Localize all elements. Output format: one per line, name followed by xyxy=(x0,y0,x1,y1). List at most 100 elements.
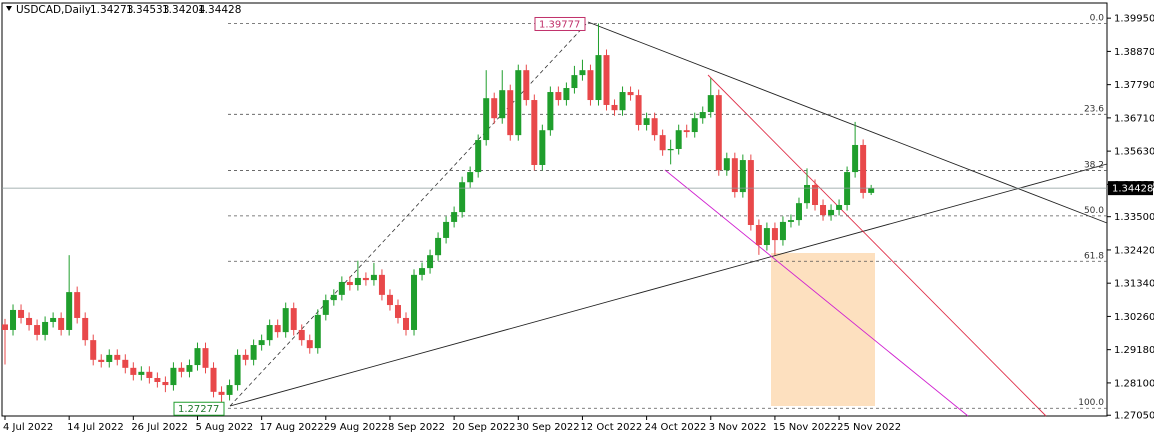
fib-level-label: 23.6 xyxy=(1084,104,1104,114)
y-tick-label: 1.33500 xyxy=(1114,212,1154,223)
candle-body xyxy=(403,317,409,330)
candle-body xyxy=(619,92,626,111)
candle-body xyxy=(587,70,594,101)
candle-body xyxy=(868,188,875,193)
low-price-label: 1.27277 xyxy=(178,404,219,415)
candle-body xyxy=(314,314,321,349)
candle-body xyxy=(812,184,819,205)
candle-body xyxy=(58,317,65,330)
candle-body xyxy=(386,294,393,306)
header-low: 1.34204 xyxy=(162,4,206,16)
candle-body xyxy=(787,220,794,222)
plot-frame xyxy=(1,2,1108,417)
candle-body xyxy=(651,118,658,136)
candle-body xyxy=(178,367,185,372)
candle-body xyxy=(852,144,859,173)
candle-body xyxy=(804,184,810,204)
current-price-label: 1.34428 xyxy=(1112,184,1153,195)
header-high: 1.34533 xyxy=(126,4,169,16)
candle-body xyxy=(731,158,738,193)
candle-body xyxy=(795,203,802,221)
candle-body xyxy=(451,212,458,222)
candle-body xyxy=(828,209,835,216)
current-price-box xyxy=(1108,181,1153,196)
candle-body xyxy=(820,204,827,216)
candle-body xyxy=(250,345,257,360)
red-trendline xyxy=(707,74,1047,417)
candle-body xyxy=(627,92,634,96)
candle-body xyxy=(122,359,129,368)
candle-body xyxy=(691,118,698,133)
candle-body xyxy=(547,92,554,131)
candle-body xyxy=(258,340,265,346)
candle-body xyxy=(563,88,570,101)
candle-body xyxy=(194,348,201,366)
candle-body xyxy=(707,95,714,113)
candle-body xyxy=(186,365,193,372)
x-tick-label: 15 Nov 2022 xyxy=(773,422,837,433)
candle-body xyxy=(763,228,770,246)
time-axis: 4 Jul 2022 14 Jul 2022 26 Jul 2022 5 Aug 20… xyxy=(3,416,901,433)
candle-body xyxy=(860,144,867,193)
candle-body xyxy=(42,321,49,335)
fib-level-label: 61.8 xyxy=(1084,251,1104,261)
candle-body xyxy=(771,228,778,241)
low-price-box xyxy=(173,401,225,416)
fib-level-label: 0.0 xyxy=(1090,13,1105,23)
candle-body xyxy=(571,75,578,89)
candle-body xyxy=(82,317,89,341)
candle-body xyxy=(507,90,514,136)
fib-level-label: 50.0 xyxy=(1084,206,1104,216)
candle-body xyxy=(202,348,209,368)
x-tick-label: 17 Aug 2022 xyxy=(260,422,324,433)
candle-body xyxy=(683,130,690,133)
candle-body xyxy=(523,70,530,101)
x-tick-label: 30 Sep 2022 xyxy=(516,422,579,433)
x-tick-label: 25 Nov 2022 xyxy=(837,422,901,433)
candle-body xyxy=(419,268,426,275)
candle-body xyxy=(499,90,506,119)
candle-body xyxy=(322,300,329,315)
candle-body xyxy=(723,158,730,171)
candle-body xyxy=(298,329,305,341)
fibonacci-levels: 0.0 23.6 38.2 50.0 61.8 100.0 xyxy=(228,13,1107,409)
candle-body xyxy=(138,371,145,375)
candle-body xyxy=(330,294,337,301)
symbol-label: USDCAD,Daily xyxy=(16,4,91,16)
high-price-box xyxy=(534,16,586,31)
x-tick-label: 24 Oct 2022 xyxy=(645,422,707,433)
x-tick-label: 8 Sep 2022 xyxy=(388,422,445,433)
y-tick-label: 1.27050 xyxy=(1114,411,1154,422)
support-trendline xyxy=(229,163,1108,407)
fib-level-label: 38.2 xyxy=(1084,160,1104,170)
candle-body xyxy=(218,391,225,395)
y-tick-label: 1.37790 xyxy=(1114,80,1154,91)
candle-body xyxy=(539,130,546,165)
candle-body xyxy=(34,325,41,335)
candle-body xyxy=(491,98,498,119)
candle-body xyxy=(234,354,241,386)
candle-body xyxy=(18,309,25,318)
candle-body xyxy=(98,359,105,362)
candle-body xyxy=(515,70,522,136)
x-tick-label: 4 Jul 2022 xyxy=(3,422,53,433)
candle-body xyxy=(635,95,642,125)
candle-body xyxy=(74,292,81,318)
candle-body xyxy=(603,55,610,105)
candle-body xyxy=(146,371,153,378)
candle-body xyxy=(531,100,538,165)
candle-body xyxy=(394,305,401,318)
candle-body xyxy=(66,292,73,330)
candle-body xyxy=(338,281,345,295)
y-tick-label: 1.31340 xyxy=(1114,279,1154,290)
candle-body xyxy=(162,381,169,386)
candle-body xyxy=(210,367,217,392)
price-axis: 1.399501.388701.377901.367101.356301.345… xyxy=(2,14,1154,422)
candles xyxy=(2,23,875,409)
candle-body xyxy=(435,237,442,256)
candle-body xyxy=(427,255,434,269)
candle-body xyxy=(715,95,722,171)
candle-body xyxy=(50,317,57,322)
candle-body xyxy=(106,354,113,362)
candle-body xyxy=(459,182,466,213)
